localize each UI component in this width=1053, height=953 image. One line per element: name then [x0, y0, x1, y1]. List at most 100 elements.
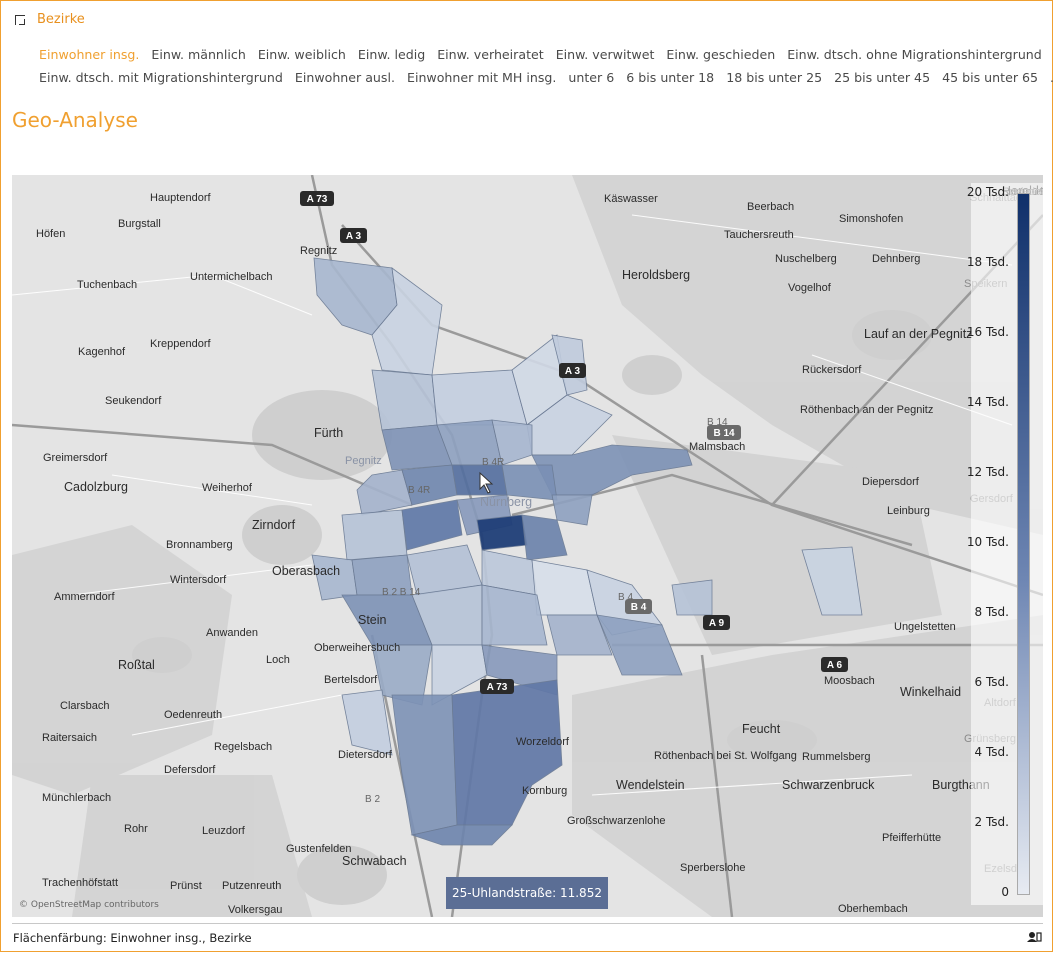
filter-panel: Bezirke Einwohner insg. Einw. männlich Ein…: [0, 0, 1053, 97]
map-place-label: Rohr: [124, 823, 148, 835]
map-place-label: Fürth: [314, 426, 343, 440]
map-place-label: Bertelsdorf: [324, 674, 378, 686]
map-place-label: Tuchenbach: [77, 279, 137, 291]
road-label: B 2 B 14: [382, 587, 421, 598]
legend-tick-label: 10 Tsd.: [966, 535, 1009, 549]
map-place-label: Clarsbach: [60, 700, 110, 712]
map-place-label: Putzenreuth: [222, 880, 281, 892]
filter-option-2-6[interactable]: 25 bis unter 45: [834, 70, 931, 85]
map-place-label: Vogelhof: [788, 282, 832, 294]
legend-color-bar: [1017, 193, 1030, 895]
svg-text:A 9: A 9: [709, 618, 725, 629]
road-shield: A 73: [480, 679, 514, 694]
filter-option-6[interactable]: Einw. geschieden: [666, 47, 776, 62]
map-place-label: Kagenhof: [78, 346, 126, 358]
status-text: Flächenfärbung: Einwohner insg., Bezirke: [13, 931, 252, 945]
map-place-label: Beerbach: [747, 201, 794, 213]
legend-tick-label: 14 Tsd.: [966, 395, 1009, 409]
filter-option-7[interactable]: Einw. dtsch. ohne Migrationshintergrund: [787, 47, 1042, 62]
filter-option-2-2[interactable]: Einwohner mit MH insg.: [406, 70, 557, 85]
legend-tick-label: 4 Tsd.: [974, 745, 1009, 759]
map-place-label: Simonshofen: [839, 213, 903, 225]
map-place-label: Schwarzenbruck: [782, 778, 875, 792]
map[interactable]: Hauptendorf Burgstall Höfen Regnitz Untermic…: [12, 175, 1043, 917]
district-tooltip: 25-Uhlandstraße: 11.852: [446, 877, 608, 909]
map-place-label: Worzeldorf: [516, 736, 570, 748]
map-place-label: Hauptendorf: [150, 192, 211, 204]
color-legend: 20 Tsd. 18 Tsd. 16 Tsd. 14 Tsd. 12 Tsd. 10 Ts…: [967, 183, 1043, 905]
collapse-icon[interactable]: [13, 13, 27, 27]
svg-text:B 14: B 14: [713, 428, 735, 439]
map-place-label: Volkersgau: [228, 904, 282, 916]
map-place-label: Rückersdorf: [802, 364, 862, 376]
map-place-label: Pfeifferhütte: [882, 832, 941, 844]
road-shield: A 73: [300, 191, 334, 206]
svg-text:A 73: A 73: [487, 682, 508, 693]
filter-panel-title: Bezirke: [37, 12, 85, 27]
map-place-label: Käswasser: [604, 193, 658, 205]
map-place-label: Kornburg: [522, 785, 567, 797]
map-place-label: Leuzdorf: [202, 825, 246, 837]
map-place-label: Roßtal: [118, 658, 155, 672]
filter-option-2-1[interactable]: Einwohner ausl.: [294, 70, 395, 85]
map-place-label: Oberhembach: [838, 903, 908, 915]
legend-tick-label: 20 Tsd.: [966, 185, 1009, 199]
map-place-label: Loch: [266, 654, 290, 666]
geo-analysis-panel: Geo-Analyse: [0, 95, 1053, 952]
filter-option-2-3[interactable]: unter 6: [568, 70, 615, 85]
map-place-label: Weiherhof: [202, 482, 253, 494]
filter-option-2-4[interactable]: 6 bis unter 18: [626, 70, 715, 85]
map-place-label: Cadolzburg: [64, 480, 128, 494]
road-shield: A 6: [821, 657, 848, 672]
filter-option-2-7[interactable]: 45 bis unter 65: [942, 70, 1039, 85]
mouse-cursor-icon: [479, 471, 494, 494]
map-place-label: Dietersdorf: [338, 749, 393, 761]
map-place-label: Dehnberg: [872, 253, 920, 265]
road-label: B 4: [618, 592, 633, 603]
status-divider: [12, 923, 1043, 924]
map-place-label: Röthenbach an der Pegnitz: [800, 404, 933, 416]
map-place-label: Rummelsberg: [802, 751, 870, 763]
map-place-label: Greimersdorf: [43, 452, 108, 464]
map-place-label: Oberasbach: [272, 564, 340, 578]
filter-option-0[interactable]: Einwohner insg.: [39, 47, 140, 62]
map-place-label: Nuschelberg: [775, 253, 837, 265]
svg-text:A 3: A 3: [346, 231, 362, 242]
filter-row-2: Einw. dtsch. mit Migrationshintergrund Ei…: [39, 70, 1053, 85]
map-place-label: Feucht: [742, 722, 781, 736]
map-place-label: Winkelhaid: [900, 685, 961, 699]
road-shield: A 3: [340, 228, 367, 243]
legend-tick-label: 0: [1001, 885, 1009, 899]
map-place-label: Pegnitz: [345, 455, 382, 467]
map-place-label: Stein: [358, 613, 387, 627]
filter-option-4[interactable]: Einw. verheiratet: [437, 47, 544, 62]
map-place-label: Gustenfelden: [286, 843, 351, 855]
svg-text:A 6: A 6: [827, 660, 843, 671]
map-place-label: Oberweihersbuch: [314, 642, 400, 654]
filter-option-2-5[interactable]: 18 bis unter 25: [726, 70, 823, 85]
filter-option-2-0[interactable]: Einw. dtsch. mit Migrationshintergrund: [39, 70, 283, 85]
filter-option-1[interactable]: Einw. männlich: [151, 47, 246, 62]
map-place-label: Kreppendorf: [150, 338, 211, 350]
legend-tick-label: 8 Tsd.: [974, 605, 1009, 619]
user-settings-icon[interactable]: [1026, 931, 1042, 943]
map-place-label: Diepersdorf: [862, 476, 920, 488]
map-place-label: Defersdorf: [164, 764, 216, 776]
map-place-label: Burgstall: [118, 218, 161, 230]
filter-option-3[interactable]: Einw. ledig: [357, 47, 426, 62]
road-shield: A 3: [559, 363, 586, 378]
map-place-label: Sperberslohe: [680, 862, 745, 874]
road-shield: B 4: [625, 599, 652, 614]
map-place-label: Lauf an der Pegnitz: [864, 327, 972, 341]
map-place-label: Seukendorf: [105, 395, 162, 407]
filter-option-2-8[interactable]: . . .: [1050, 70, 1053, 85]
map-place-label: Bronnamberg: [166, 539, 233, 551]
filter-option-2[interactable]: Einw. weiblich: [257, 47, 346, 62]
filter-option-5[interactable]: Einw. verwitwet: [555, 47, 655, 62]
legend-tick-label: 16 Tsd.: [966, 325, 1009, 339]
legend-tick-label: 18 Tsd.: [966, 255, 1009, 269]
road-label: B 14: [707, 417, 728, 428]
map-svg: Hauptendorf Burgstall Höfen Regnitz Untermic…: [12, 175, 1043, 917]
map-place-label: Moosbach: [824, 675, 875, 687]
svg-text:B 4: B 4: [631, 602, 647, 613]
